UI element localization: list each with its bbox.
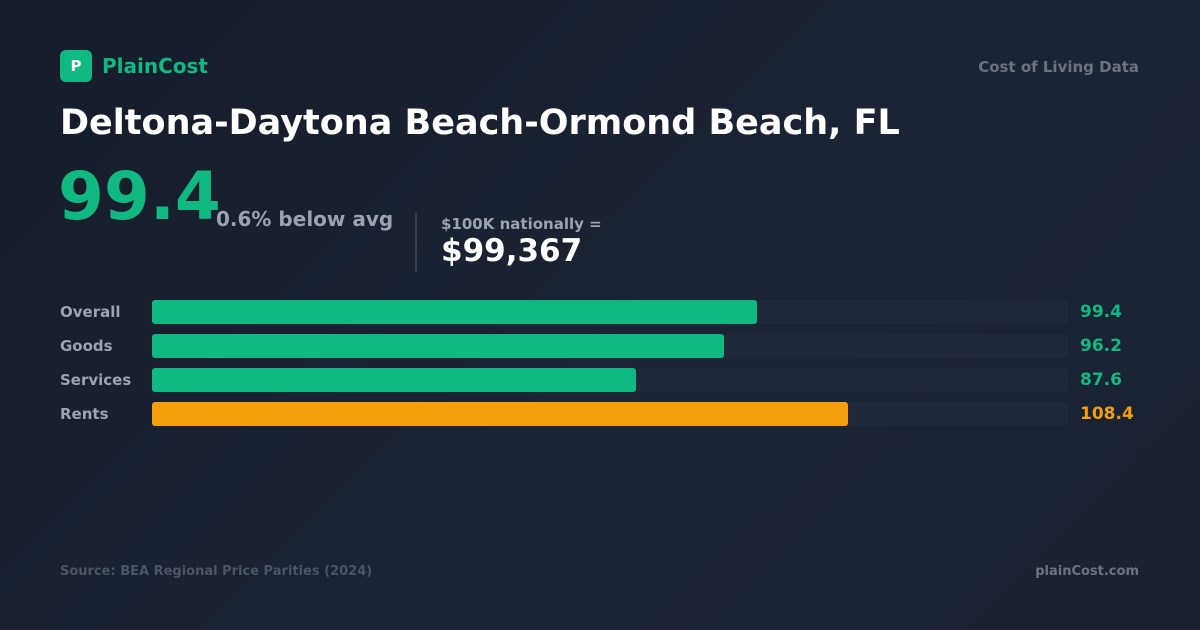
- bar-track: [152, 300, 1068, 324]
- bar-label: Goods: [60, 337, 113, 355]
- national-equivalent-value: $99,367: [441, 233, 583, 269]
- brand-logo-icon: P: [60, 50, 92, 82]
- bar-value-label: 87.6: [1080, 370, 1122, 390]
- brand-name: PlainCost: [102, 54, 208, 78]
- bar-label: Overall: [60, 303, 121, 321]
- bar-value-label: 96.2: [1080, 336, 1122, 356]
- bar-row: Services 87.6: [60, 368, 1140, 392]
- bar: [152, 402, 849, 426]
- brand: P PlainCost: [60, 50, 208, 82]
- page-title: Deltona-Daytona Beach-Ormond Beach, FL: [60, 103, 900, 143]
- source-note: Source: BEA Regional Price Parities (202…: [60, 564, 373, 579]
- national-equivalent-label: $100K nationally =: [441, 215, 602, 233]
- delta-text: 0.6% below avg: [216, 207, 394, 231]
- bar-track: [152, 368, 1068, 392]
- bar-track: [152, 334, 1068, 358]
- bar-label: Rents: [60, 405, 109, 423]
- bar: [152, 368, 637, 392]
- bar-value-label: 108.4: [1080, 404, 1134, 424]
- bar-row: Overall 99.4: [60, 300, 1140, 324]
- overall-index-value: 99.4: [58, 158, 221, 235]
- tagline: Cost of Living Data: [978, 58, 1139, 76]
- bar-label: Services: [60, 371, 132, 389]
- bar-row: Rents 108.4: [60, 402, 1140, 426]
- site-url: plainCost.com: [1035, 564, 1139, 579]
- bar: [152, 334, 724, 358]
- bar: [152, 300, 757, 324]
- bar-track: [152, 402, 1068, 426]
- bar-row: Goods 96.2: [60, 334, 1140, 358]
- bar-value-label: 99.4: [1080, 302, 1122, 322]
- divider: [415, 213, 417, 272]
